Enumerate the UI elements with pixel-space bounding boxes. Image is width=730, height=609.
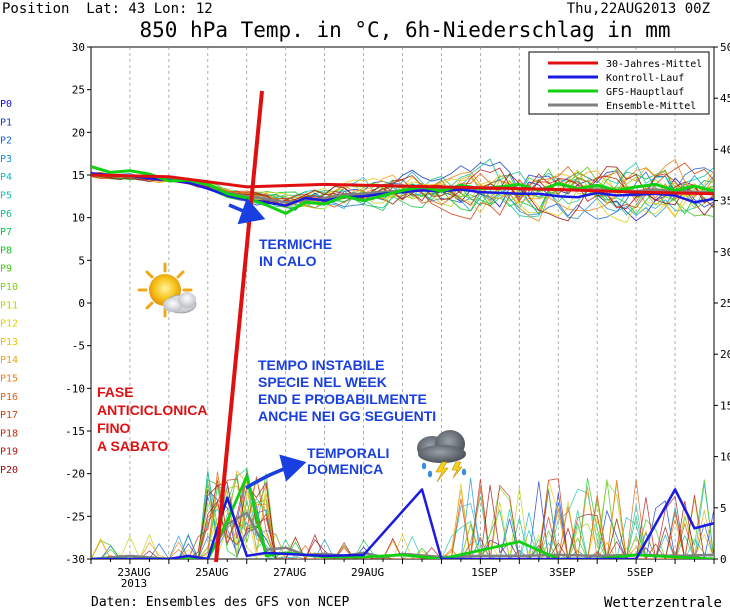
termiche-arrow (228, 197, 266, 225)
member-label: P15 (0, 374, 18, 385)
member-precip-line (91, 476, 714, 559)
y-tick-label-right: 45 (720, 92, 730, 105)
annotation-termiche: TERMICHE IN CALO (259, 236, 332, 269)
member-precip-line (91, 480, 714, 559)
member-labels: P0 P1 P2 P3 P4 P5 P6 P7 P8 P9 P10 P11 P12 P13 P14 P15 P1… (0, 99, 18, 476)
y-tick-label-left: 20 (72, 126, 85, 139)
y-tick-label-left: -5 (72, 340, 85, 353)
annotation-temporali: TEMPORALI DOMENICA (307, 445, 389, 477)
x-tick-label: 29AUG (351, 566, 384, 579)
legend-label: 30-Jahres-Mittel (606, 59, 702, 70)
member-label: P12 (0, 319, 18, 330)
position-label: Position Lat: 43 Lon: 12 (2, 1, 213, 17)
member-precip-line (91, 481, 714, 559)
y-tick-label-left: 5 (78, 254, 85, 267)
y-tick-label-left: -15 (65, 425, 85, 438)
y-tick-label-right: 50 (720, 41, 730, 54)
y-tick-label-right: 10 (720, 451, 730, 464)
thunderstorm-icon (417, 430, 467, 483)
y-tick-label-right: 20 (720, 348, 730, 361)
member-precip-line (91, 471, 714, 559)
member-label: P18 (0, 428, 18, 439)
annotation-fase-anticiclonica: FASE ANTICICLONICA FINO A SABATO (97, 384, 207, 454)
annotation-tempo-instabile: TEMPO INSTABILE SPECIE NEL WEEK END E PROB… (258, 357, 436, 424)
30-jahres-mittel-line (91, 173, 714, 196)
data-source: Daten: Ensembles des GFS von NCEP (91, 595, 349, 609)
member-precip-line (91, 478, 714, 559)
y-tick-label-left: 0 (78, 297, 85, 310)
main-lines (91, 165, 714, 559)
member-label: P16 (0, 392, 18, 403)
y-tick-label-left: 30 (72, 41, 85, 54)
run-date: Thu,22AUG2013 00Z (567, 1, 710, 17)
y-tick-label-right: 15 (720, 399, 730, 412)
brand-label: Wetterzentrale (604, 595, 722, 609)
legend-label: Kontroll-Lauf (606, 73, 684, 84)
y-tick-label-left: -30 (65, 553, 85, 566)
x-tick-label: 27AUG (273, 566, 306, 579)
member-label: P17 (0, 410, 18, 421)
member-precip-line (91, 473, 714, 559)
x-tick-label: 5SEP (627, 566, 654, 579)
member-label: P5 (0, 191, 12, 202)
member-label: P19 (0, 447, 18, 458)
x-tick-label: 25AUG (195, 566, 228, 579)
member-label: P4 (0, 172, 12, 183)
member-label: P9 (0, 264, 12, 275)
y-tick-label-left: -10 (65, 382, 85, 395)
cold-front-red-line (214, 90, 264, 563)
member-label: P20 (0, 465, 18, 476)
x-tick-label: 1SEP (471, 566, 498, 579)
chart-title: 850 hPa Temp. in °C, 6h-Niederschlag in … (139, 18, 670, 42)
kontroll-lauf-precip-line (91, 488, 714, 559)
y-tick-label-left: 10 (72, 212, 85, 225)
member-label: P10 (0, 282, 18, 293)
y-tick-label-left: -20 (65, 468, 85, 481)
member-label: P3 (0, 154, 12, 165)
axis-ticks: -30 -25 -20 -15 -10 -5 0 5 10 15 20 25 30 0 5 10 15 20 25 3… (65, 41, 730, 590)
member-precip-line (91, 473, 714, 559)
y-tick-label-right: 40 (720, 143, 730, 156)
member-label: P0 (0, 99, 12, 110)
member-label: P8 (0, 245, 12, 256)
x-tick-label: 23AUG (117, 566, 150, 579)
y-tick-label-right: 25 (720, 297, 730, 310)
member-label: P13 (0, 337, 18, 348)
annotation-overlay: TERMICHE IN CALO TEMPO INSTABILE SPECIE NE… (97, 90, 436, 563)
member-label: P6 (0, 209, 12, 220)
kontroll-lauf-temp-line (91, 172, 714, 207)
legend-label: GFS-Hauptlauf (606, 87, 684, 98)
member-label: P11 (0, 300, 18, 311)
y-tick-label-left: -25 (65, 510, 85, 523)
member-label: P1 (0, 117, 12, 128)
legend-label: Ensemble-Mittel (606, 101, 696, 112)
x-tick-label: 3SEP (549, 566, 576, 579)
y-tick-label-right: 35 (720, 195, 730, 208)
member-label: P14 (0, 355, 18, 366)
sun-cloud-icon (137, 262, 197, 318)
y-tick-label-right: 30 (720, 246, 730, 259)
x-tick-sublabel: 2013 (121, 577, 148, 590)
member-label: P7 (0, 227, 12, 238)
y-tick-label-left: 25 (72, 84, 85, 97)
y-tick-label-left: 15 (72, 169, 85, 182)
y-tick-label-right: 0 (720, 553, 727, 566)
y-tick-label-right: 5 (720, 502, 727, 515)
legend: 30-Jahres-Mittel Kontroll-Lauf GFS-Hauptla… (528, 51, 710, 115)
member-label: P2 (0, 136, 12, 147)
member-precip-line (91, 470, 714, 559)
temporali-arrow (245, 454, 307, 490)
